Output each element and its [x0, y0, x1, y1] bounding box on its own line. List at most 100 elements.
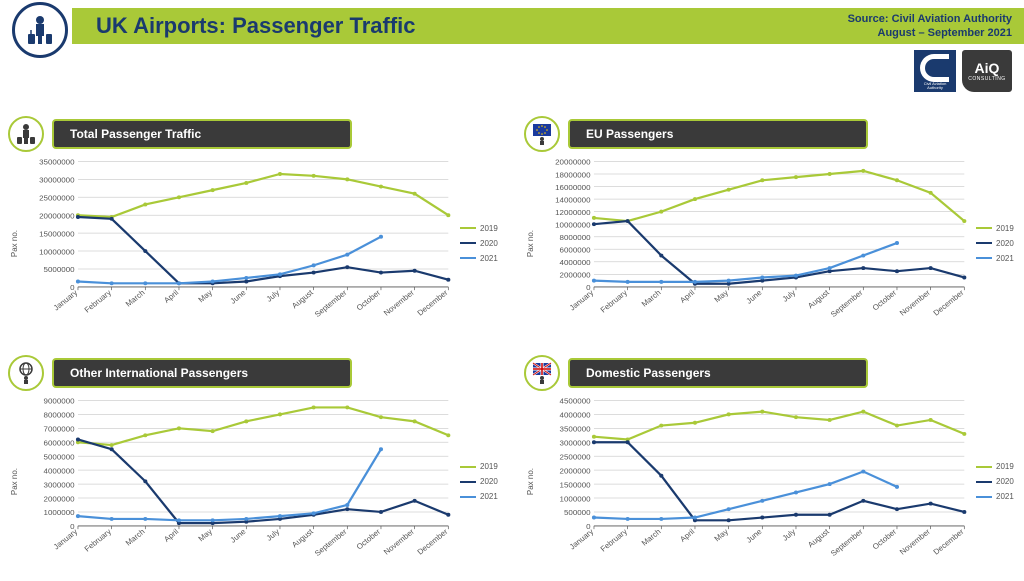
y-axis-label: Pax no.: [8, 230, 21, 257]
legend-label: 2021: [480, 254, 498, 263]
svg-text:15000000: 15000000: [39, 230, 75, 239]
legend-2019: 2019: [976, 462, 1016, 471]
svg-text:September: September: [313, 288, 349, 319]
header-bar: UK Airports: Passenger Traffic Source: C…: [72, 8, 1024, 44]
aiq-logo: AiQ CONSULTING: [962, 50, 1012, 92]
svg-text:1500000: 1500000: [560, 480, 592, 489]
svg-text:500000: 500000: [564, 508, 591, 517]
svg-text:August: August: [290, 288, 316, 311]
legend-swatch-2020: [976, 242, 992, 244]
legend-swatch-2020: [976, 481, 992, 483]
svg-text:10000000: 10000000: [39, 247, 75, 256]
panel-header: Other International Passengers: [8, 355, 500, 391]
legend-label: 2020: [996, 477, 1014, 486]
svg-text:October: October: [355, 288, 383, 312]
svg-text:18000000: 18000000: [555, 170, 591, 179]
svg-text:December: December: [932, 526, 966, 556]
svg-text:September: September: [829, 526, 865, 557]
svg-text:10000000: 10000000: [555, 221, 591, 230]
svg-text:2500000: 2500000: [560, 452, 592, 461]
svg-text:December: December: [416, 526, 450, 556]
svg-text:November: November: [382, 526, 416, 556]
svg-text:5000000: 5000000: [44, 265, 76, 274]
svg-text:October: October: [355, 526, 383, 550]
svg-text:8000000: 8000000: [44, 410, 76, 419]
svg-text:2000000: 2000000: [560, 466, 592, 475]
chart-svg-2: 0100000020000003000000400000050000006000…: [21, 395, 454, 570]
svg-text:July: July: [781, 527, 798, 543]
svg-text:2000000: 2000000: [560, 271, 592, 280]
legend: 2019 2020 2021: [454, 395, 500, 570]
svg-text:February: February: [83, 288, 113, 314]
svg-text:August: August: [806, 288, 832, 311]
y-axis-label: Pax no.: [8, 468, 21, 495]
header-traveler-icon: [12, 2, 68, 58]
svg-text:30000000: 30000000: [39, 176, 75, 185]
svg-text:December: December: [416, 288, 450, 318]
legend-label: 2019: [996, 462, 1014, 471]
chart-svg-3: 0500000100000015000002000000250000030000…: [537, 395, 970, 570]
chart-other-intl-passengers: Other International Passengers Pax no. 0…: [8, 355, 500, 574]
legend-swatch-2019: [460, 227, 476, 229]
svg-text:October: October: [871, 288, 899, 312]
svg-text:2000000: 2000000: [44, 494, 76, 503]
aiq-logo-sub: CONSULTING: [968, 76, 1005, 82]
pax-icon: [8, 116, 44, 152]
panel-header: EU Passengers: [524, 116, 1016, 152]
svg-text:November: November: [382, 288, 416, 318]
legend-swatch-2021: [976, 496, 992, 498]
svg-text:January: January: [52, 288, 80, 312]
svg-text:April: April: [162, 527, 180, 544]
legend: 2019 2020 2021: [454, 156, 500, 331]
svg-text:4500000: 4500000: [560, 396, 592, 405]
svg-text:6000000: 6000000: [44, 438, 76, 447]
svg-text:25000000: 25000000: [39, 194, 75, 203]
legend-2020: 2020: [460, 477, 500, 486]
chart-area: Pax no. 02000000400000060000008000000100…: [524, 156, 1016, 331]
svg-text:July: July: [781, 288, 798, 304]
legend-label: 2021: [996, 254, 1014, 263]
legend: 2019 2020 2021: [970, 395, 1016, 570]
svg-text:4000000: 4000000: [560, 258, 592, 267]
legend-2021: 2021: [460, 254, 500, 263]
legend: 2019 2020 2021: [970, 156, 1016, 331]
svg-text:7000000: 7000000: [44, 424, 76, 433]
legend-2021: 2021: [976, 492, 1016, 501]
chart-svg-0: 0500000010000000150000002000000025000000…: [21, 156, 454, 331]
source-line-2: August – September 2021: [848, 26, 1012, 40]
svg-text:June: June: [744, 288, 763, 305]
legend-swatch-2020: [460, 481, 476, 483]
panel-title: EU Passengers: [568, 119, 868, 149]
legend-label: 2021: [996, 492, 1014, 501]
uk-icon: [524, 355, 560, 391]
panel-title: Domestic Passengers: [568, 358, 868, 388]
svg-text:August: August: [290, 526, 316, 549]
svg-text:14000000: 14000000: [555, 196, 591, 205]
legend-swatch-2019: [976, 227, 992, 229]
legend-label: 2019: [996, 224, 1014, 233]
svg-text:July: July: [265, 527, 282, 543]
svg-text:5000000: 5000000: [44, 452, 76, 461]
svg-text:April: April: [678, 527, 696, 544]
legend-2020: 2020: [976, 239, 1016, 248]
y-axis-label: Pax no.: [524, 230, 537, 257]
svg-text:June: June: [228, 288, 247, 305]
legend-label: 2019: [480, 462, 498, 471]
svg-text:4000000: 4000000: [44, 466, 76, 475]
svg-text:February: February: [599, 527, 629, 553]
legend-swatch-2021: [460, 496, 476, 498]
legend-2020: 2020: [976, 477, 1016, 486]
caa-logo-text-2: Authority: [927, 86, 943, 90]
page-title: UK Airports: Passenger Traffic: [96, 13, 416, 39]
svg-text:8000000: 8000000: [560, 233, 592, 242]
panel-header: Total Passenger Traffic: [8, 116, 500, 152]
svg-text:6000000: 6000000: [560, 246, 592, 255]
svg-text:March: March: [640, 527, 663, 547]
svg-text:March: March: [640, 288, 663, 308]
svg-text:16000000: 16000000: [555, 183, 591, 192]
aiq-logo-text: AiQ: [975, 60, 1000, 76]
legend-label: 2020: [996, 239, 1014, 248]
svg-text:April: April: [678, 288, 696, 305]
svg-text:November: November: [898, 526, 932, 556]
header-source: Source: Civil Aviation Authority August …: [848, 12, 1012, 41]
